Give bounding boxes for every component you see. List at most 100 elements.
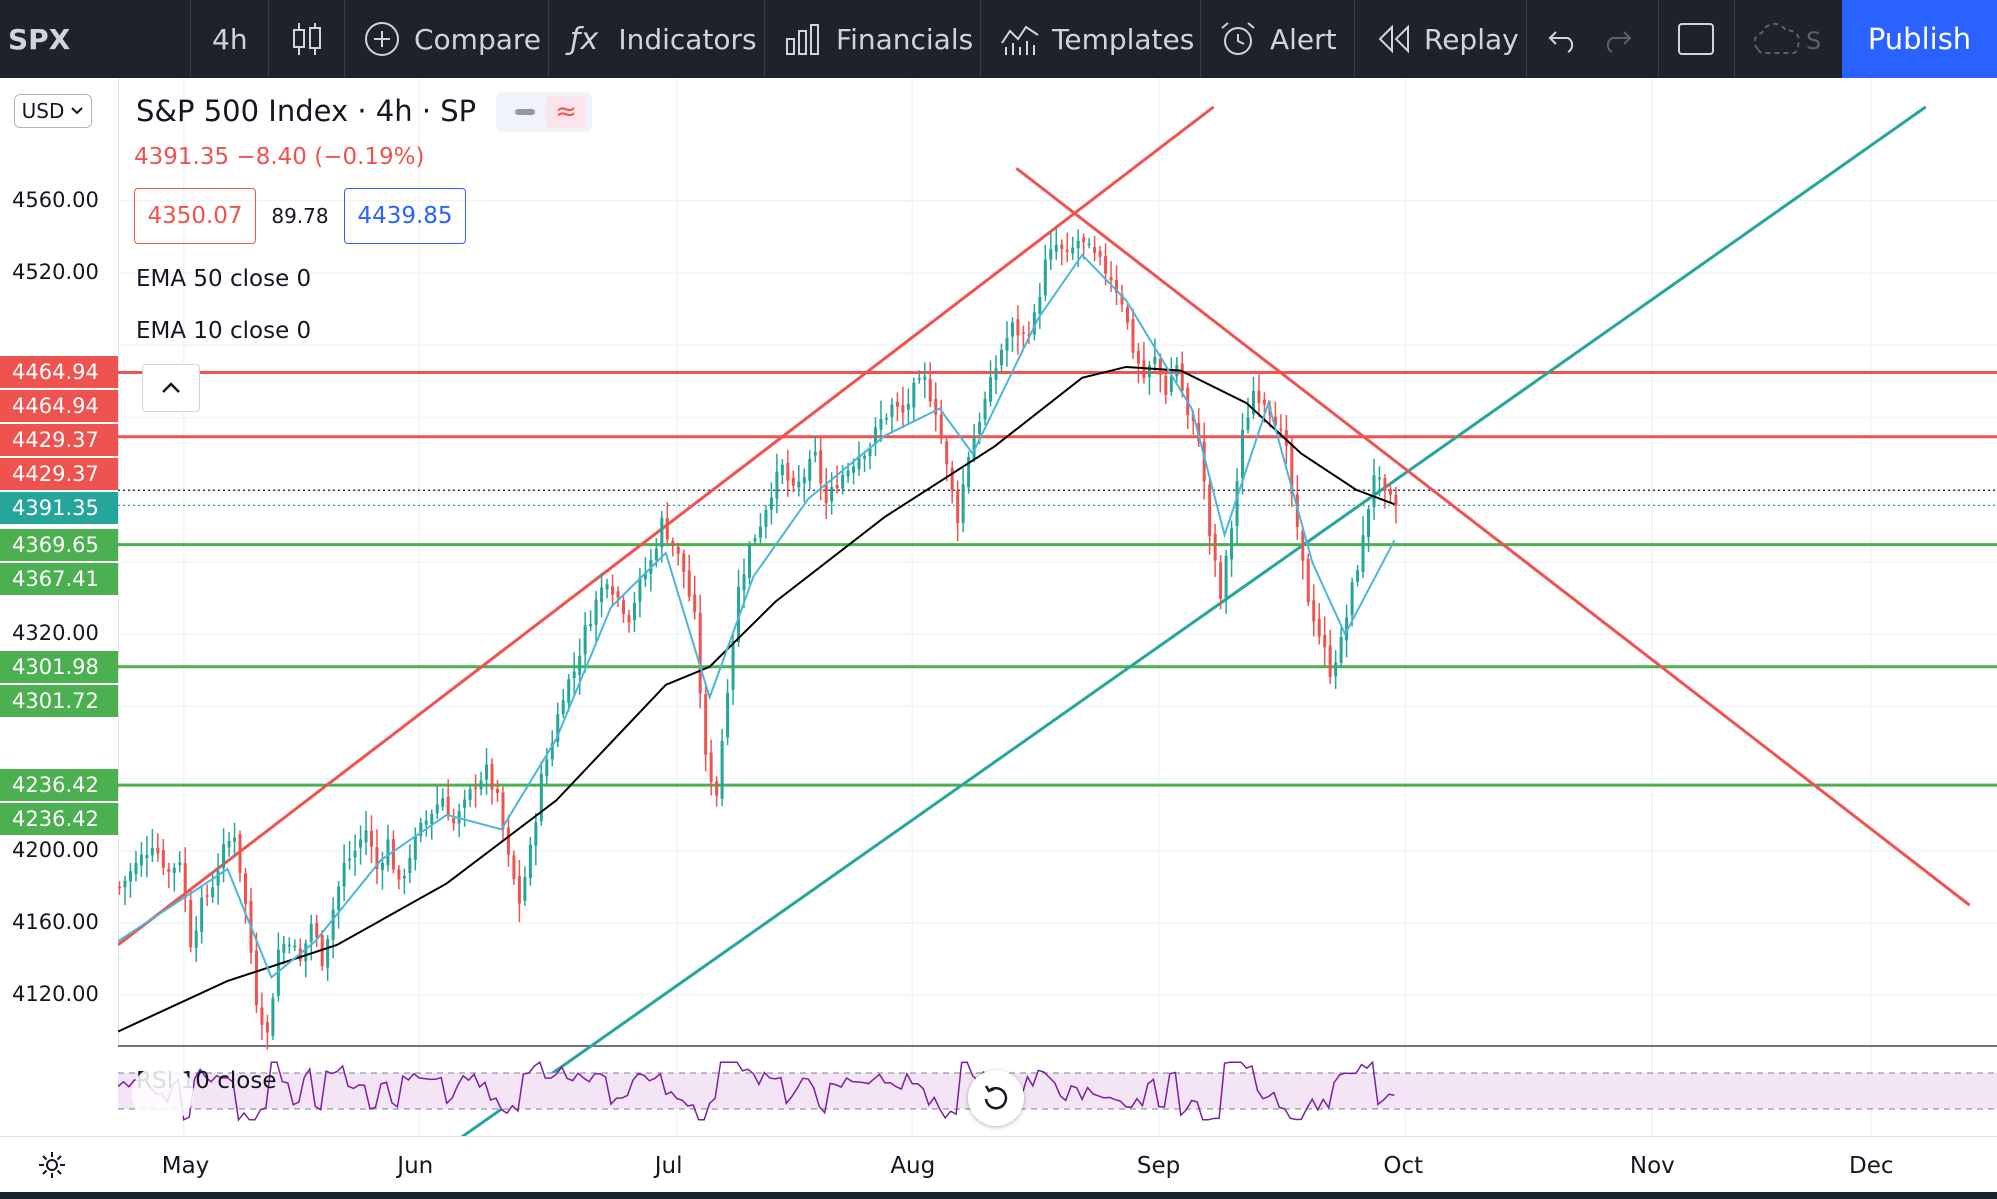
time-tick-label: Nov	[1629, 1153, 1675, 1179]
candle-body	[408, 857, 412, 874]
toolbar-divider	[1354, 0, 1355, 78]
price-chart[interactable]	[118, 78, 1997, 1136]
templates-button[interactable]: Templates	[1000, 0, 1194, 78]
replay-button[interactable]: Replay	[1376, 0, 1519, 78]
ema10-legend[interactable]: EMA 10 close 0	[136, 318, 312, 344]
price-badge-support[interactable]: 4236.42	[0, 803, 118, 836]
price-badge-last[interactable]: 4391.35	[0, 492, 118, 525]
candle-body	[331, 909, 335, 941]
candle-body	[627, 615, 631, 623]
alert-button[interactable]: Alert	[1218, 0, 1337, 78]
candle-body	[1043, 259, 1047, 296]
publish-button[interactable]: Publish	[1842, 0, 1997, 78]
bid-price[interactable]: 4350.07	[134, 188, 256, 244]
candle-body	[1339, 636, 1343, 663]
price-badge-support[interactable]: 4301.72	[0, 684, 118, 717]
candle-body	[1153, 356, 1157, 364]
candle-body	[1120, 294, 1124, 305]
candle-body	[222, 844, 226, 869]
candle-body	[1005, 337, 1009, 351]
price-change: 4391.35 −8.40 (−0.19%)	[134, 144, 425, 170]
fullscreen-button[interactable]	[1676, 0, 1716, 78]
candle-body	[950, 467, 954, 490]
candle-body	[1219, 562, 1223, 599]
price-scale[interactable]	[0, 78, 119, 1046]
candle-body	[1230, 528, 1234, 560]
candle-body	[660, 517, 664, 548]
currency-select[interactable]: USD	[14, 94, 92, 128]
toolbar-divider	[1526, 0, 1527, 78]
candle-body	[868, 447, 872, 457]
undo-button[interactable]	[1546, 0, 1580, 78]
settings-icon[interactable]	[36, 1149, 68, 1185]
ask-price[interactable]: 4439.85	[344, 188, 466, 244]
candle-body	[578, 655, 582, 676]
indicators-button[interactable]: ƒx Indicators	[570, 0, 757, 78]
price-badge-resistance[interactable]: 4429.37	[0, 458, 118, 491]
price-badge-resistance[interactable]: 4464.94	[0, 390, 118, 423]
candle-body	[134, 862, 138, 875]
candle-body	[512, 855, 516, 879]
candle-body	[643, 573, 647, 580]
price-badge-support[interactable]: 4301.98	[0, 650, 118, 683]
candle-body	[731, 641, 735, 690]
candle-body	[753, 538, 757, 542]
candle-body	[994, 368, 998, 381]
candle-body	[1125, 307, 1129, 323]
svg-text:S: S	[1806, 27, 1821, 55]
candle-body	[517, 875, 521, 904]
candle-body	[254, 950, 258, 1006]
candle-body	[474, 787, 478, 790]
toolbar-divider	[268, 0, 269, 78]
price-badge-resistance[interactable]: 4429.37	[0, 424, 118, 457]
candle-body	[819, 450, 823, 484]
chart-type-button[interactable]	[290, 0, 324, 78]
financials-button[interactable]: Financials	[784, 0, 973, 78]
candle-body	[1115, 279, 1119, 293]
candle-body	[1082, 237, 1086, 243]
candle-body	[485, 764, 489, 780]
candle-body	[1328, 645, 1332, 678]
price-tick-label: 4160.00	[12, 910, 99, 935]
price-badge-support[interactable]: 4367.41	[0, 562, 118, 595]
collapse-legend-button[interactable]	[142, 364, 200, 412]
rsi-pane	[118, 1060, 1997, 1122]
candle-body	[786, 462, 790, 481]
chart-grid	[118, 78, 1997, 1136]
candle-body	[879, 418, 883, 430]
price-badge-support[interactable]: 4236.42	[0, 769, 118, 802]
redo-button[interactable]	[1600, 0, 1634, 78]
alert-label: Alert	[1270, 22, 1337, 56]
price-badge-resistance[interactable]: 4464.94	[0, 356, 118, 389]
minimize-icon[interactable]	[506, 102, 544, 122]
time-scale[interactable]: May Jun Jul Aug Sep Oct Nov Dec	[0, 1136, 1997, 1193]
candle-body	[791, 477, 795, 486]
candle-body	[824, 484, 828, 504]
candle-body	[391, 839, 395, 870]
price-badge-support[interactable]: 4369.65	[0, 528, 118, 561]
square-icon	[1678, 23, 1714, 55]
fx-icon: ƒx	[570, 21, 599, 57]
symbol-search[interactable]: SPX	[8, 22, 71, 56]
candle-body	[621, 600, 626, 614]
candle-body	[545, 759, 549, 777]
candle-body	[337, 886, 341, 911]
candle-body	[534, 822, 538, 846]
toolbar-divider	[1200, 0, 1201, 78]
candle-body	[632, 602, 636, 621]
interval-button[interactable]: 4h	[212, 22, 248, 56]
candle-body	[780, 464, 784, 476]
candle-body	[452, 817, 456, 824]
compare-button[interactable]: Compare	[362, 0, 541, 78]
candle-body	[424, 820, 428, 825]
candle-body	[665, 518, 669, 540]
reset-chart-button[interactable]	[968, 1070, 1024, 1126]
candle-body	[961, 484, 965, 523]
candle-body	[758, 526, 762, 538]
save-cloud-button[interactable]: S	[1748, 0, 1838, 78]
chevron-down-icon	[71, 107, 84, 115]
ema50-legend[interactable]: EMA 50 close 0	[136, 266, 312, 292]
candle-body	[764, 510, 768, 527]
approx-icon[interactable]: ≈	[546, 96, 586, 128]
candle-body	[1131, 319, 1135, 353]
